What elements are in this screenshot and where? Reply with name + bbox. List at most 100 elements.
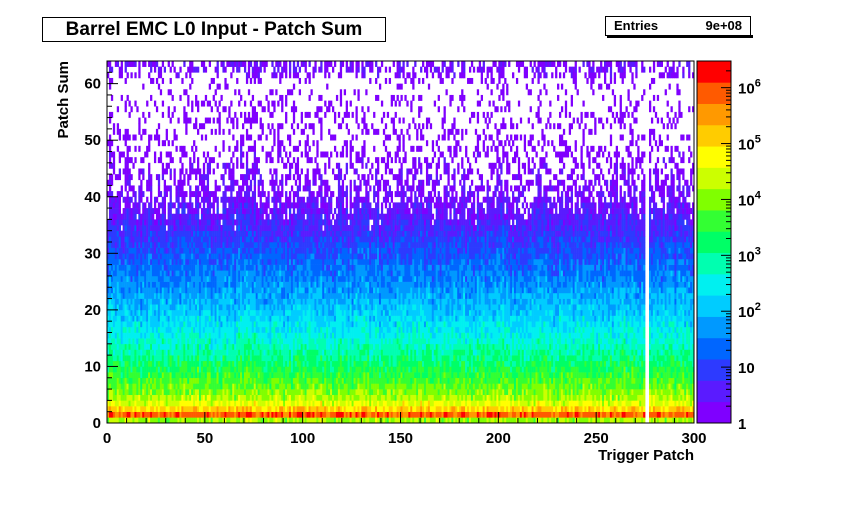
heatmap-cell bbox=[197, 128, 200, 135]
heatmap-cell bbox=[259, 247, 262, 254]
heatmap-cell bbox=[183, 270, 186, 277]
heatmap-cell bbox=[300, 315, 303, 322]
heatmap-cell bbox=[285, 179, 288, 186]
heatmap-cell bbox=[112, 287, 116, 294]
heatmap-cell bbox=[265, 332, 268, 339]
heatmap-cell bbox=[197, 66, 200, 73]
heatmap-cell bbox=[251, 106, 255, 113]
heatmap-cell bbox=[204, 236, 208, 243]
heatmap-cell bbox=[126, 168, 129, 175]
heatmap-cell bbox=[224, 77, 227, 84]
heatmap-cell bbox=[292, 83, 296, 90]
heatmap-cell bbox=[236, 162, 239, 169]
heatmap-cell bbox=[234, 355, 237, 362]
heatmap-cell bbox=[146, 411, 149, 418]
heatmap-cell bbox=[138, 196, 141, 203]
heatmap-cell bbox=[267, 406, 270, 412]
heatmap-cell bbox=[263, 66, 266, 73]
heatmap-cell bbox=[185, 270, 188, 277]
heatmap-cell bbox=[108, 77, 112, 84]
heatmap-cell bbox=[265, 411, 268, 418]
heatmap-cell bbox=[259, 225, 262, 231]
heatmap-cell bbox=[183, 179, 186, 186]
heatmap-cell bbox=[259, 304, 262, 311]
heatmap-cell bbox=[285, 225, 288, 231]
heatmap-cell bbox=[107, 315, 110, 322]
heatmap-cell bbox=[171, 270, 174, 277]
heatmap-cell bbox=[288, 247, 292, 254]
heatmap-cell bbox=[152, 298, 155, 305]
heatmap-cell bbox=[243, 61, 247, 67]
heatmap-cell bbox=[110, 196, 114, 203]
heatmap-cell bbox=[249, 377, 253, 384]
heatmap-cell bbox=[251, 191, 255, 198]
heatmap-cell bbox=[163, 275, 166, 282]
heatmap-cell bbox=[181, 332, 184, 339]
heatmap-cell bbox=[116, 258, 120, 265]
heatmap-cell bbox=[285, 309, 288, 316]
heatmap-cell bbox=[285, 174, 288, 181]
heatmap-cell bbox=[110, 349, 114, 356]
heatmap-cell bbox=[240, 321, 243, 328]
heatmap-cell bbox=[108, 61, 112, 67]
heatmap-cell bbox=[232, 292, 235, 299]
heatmap-cell bbox=[126, 208, 129, 215]
heatmap-cell bbox=[128, 242, 131, 248]
heatmap-cell bbox=[294, 253, 298, 260]
heatmap-cell bbox=[169, 355, 172, 362]
heatmap-cell bbox=[269, 326, 272, 333]
heatmap-cell bbox=[134, 400, 137, 407]
heatmap-cell bbox=[120, 321, 123, 328]
heatmap-cell bbox=[204, 219, 208, 226]
heatmap-cell bbox=[181, 242, 184, 248]
heatmap-cell bbox=[150, 196, 153, 203]
heatmap-cell bbox=[287, 366, 290, 373]
heatmap-cell bbox=[144, 258, 147, 265]
heatmap-cell bbox=[224, 377, 227, 384]
heatmap-cell bbox=[136, 406, 139, 412]
heatmap-cell bbox=[161, 100, 165, 107]
heatmap-cell bbox=[197, 389, 200, 396]
heatmap-cell bbox=[130, 225, 133, 231]
heatmap-cell bbox=[249, 219, 253, 226]
heatmap-cell bbox=[236, 281, 239, 288]
heatmap-cell bbox=[245, 77, 249, 84]
heatmap-cell bbox=[148, 213, 151, 220]
heatmap-cell bbox=[191, 315, 194, 322]
heatmap-cell bbox=[200, 281, 204, 288]
heatmap-cell bbox=[304, 264, 307, 271]
heatmap-cell bbox=[263, 394, 266, 401]
heatmap-cell bbox=[208, 275, 212, 282]
heatmap-cell bbox=[181, 355, 184, 362]
heatmap-cell bbox=[245, 292, 249, 299]
heatmap-cell bbox=[165, 275, 168, 282]
heatmap-cell bbox=[208, 117, 212, 124]
heatmap-cell bbox=[298, 140, 302, 147]
heatmap-cell bbox=[242, 321, 245, 328]
heatmap-cell bbox=[150, 417, 153, 424]
heatmap-cell bbox=[124, 106, 127, 113]
heatmap-cell bbox=[185, 309, 188, 316]
heatmap-cell bbox=[187, 315, 190, 322]
heatmap-cell bbox=[210, 202, 213, 209]
heatmap-cell bbox=[132, 321, 135, 328]
heatmap-cell bbox=[308, 400, 311, 407]
heatmap-cell bbox=[134, 394, 137, 401]
heatmap-cell bbox=[187, 298, 190, 305]
heatmap-cell bbox=[161, 253, 165, 260]
heatmap-cell bbox=[173, 360, 176, 367]
heatmap-cell bbox=[259, 208, 262, 215]
heatmap-cell bbox=[253, 242, 257, 248]
heatmap-cell bbox=[220, 417, 223, 424]
heatmap-cell bbox=[285, 66, 288, 73]
heatmap-cell bbox=[206, 174, 210, 181]
heatmap-cell bbox=[128, 360, 131, 367]
heatmap-cell bbox=[183, 89, 186, 96]
heatmap-cell bbox=[290, 326, 294, 333]
heatmap-cell bbox=[306, 264, 309, 271]
heatmap-cell bbox=[263, 258, 266, 265]
heatmap-cell bbox=[273, 270, 276, 277]
heatmap-cell bbox=[185, 343, 188, 350]
heatmap-cell bbox=[279, 275, 282, 282]
heatmap-cell bbox=[285, 326, 288, 333]
